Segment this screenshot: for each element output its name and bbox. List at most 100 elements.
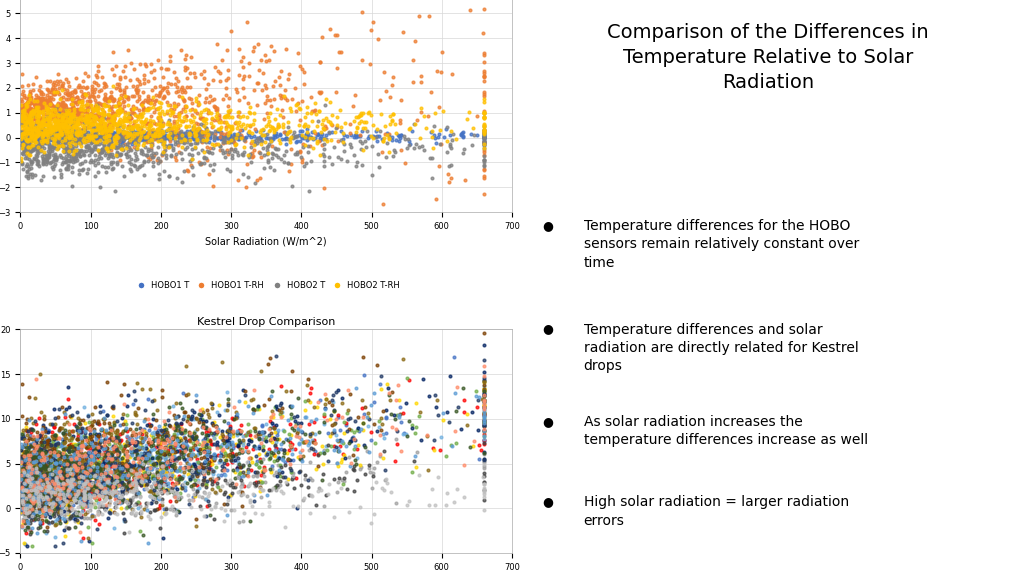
Point [345,434,361,443]
Point [16,482,33,491]
Point [127,459,143,468]
Point [38,516,54,525]
Point [349,158,366,167]
Point [172,132,188,142]
Point [95,472,112,481]
Point [90,500,106,509]
Point [183,162,200,172]
Point [160,462,176,471]
Point [150,433,166,442]
Point [73,127,89,137]
Point [77,127,93,137]
Point [25,468,41,478]
Point [112,108,128,117]
Point [224,441,241,450]
Point [46,450,62,460]
Point [239,113,255,122]
Point [33,490,49,499]
Point [155,462,171,471]
Point [269,471,286,480]
Point [65,110,81,119]
Point [86,467,102,476]
Point [100,498,117,507]
Point [109,467,125,476]
Point [137,431,154,441]
Point [265,457,282,466]
Point [59,161,76,170]
Point [152,481,168,490]
Point [60,132,77,141]
Point [71,132,87,141]
Point [191,415,208,424]
Point [46,131,62,140]
Point [26,457,42,467]
Point [127,511,143,520]
Point [338,468,354,477]
Point [198,85,214,94]
Point [370,149,386,158]
Point [46,155,62,164]
Point [108,468,124,477]
Point [96,80,113,89]
Point [164,453,180,462]
Point [22,471,38,480]
Point [139,134,156,143]
Point [26,465,42,474]
X-axis label: Solar Radiation (W/m^2): Solar Radiation (W/m^2) [206,236,327,247]
Point [476,397,493,407]
Point [59,461,76,471]
Point [57,143,74,153]
Point [22,98,38,108]
Point [80,123,96,132]
Point [106,478,123,487]
Point [217,476,233,485]
Point [186,69,203,78]
Point [44,478,60,487]
Point [71,431,87,441]
Point [341,437,357,446]
Point [13,379,30,388]
Point [46,116,62,126]
Point [227,413,244,422]
Point [31,500,47,509]
Point [22,471,38,480]
Point [52,457,69,467]
Point [297,470,313,479]
Point [187,97,204,106]
Point [156,486,172,495]
Point [24,483,40,492]
Point [181,474,198,483]
Point [38,101,54,111]
Point [302,388,318,397]
Point [71,441,87,450]
Point [53,133,70,142]
Point [34,485,50,494]
Point [109,120,125,130]
Point [53,128,70,137]
Point [125,129,141,138]
Point [37,120,53,129]
Point [445,353,462,362]
Point [139,465,156,475]
Point [58,105,75,115]
Point [37,96,53,105]
Point [45,111,61,120]
Point [124,135,140,144]
Point [27,142,43,151]
Point [152,156,168,165]
Point [16,484,33,493]
Point [58,471,75,480]
Point [201,427,217,436]
Point [114,483,130,492]
Point [103,138,120,147]
Point [28,488,44,497]
Point [198,463,214,472]
Point [308,130,325,139]
Point [56,119,73,128]
Point [147,134,164,143]
Point [90,437,106,446]
Point [126,132,142,141]
Point [24,485,40,494]
Point [204,96,220,105]
Point [271,136,288,145]
